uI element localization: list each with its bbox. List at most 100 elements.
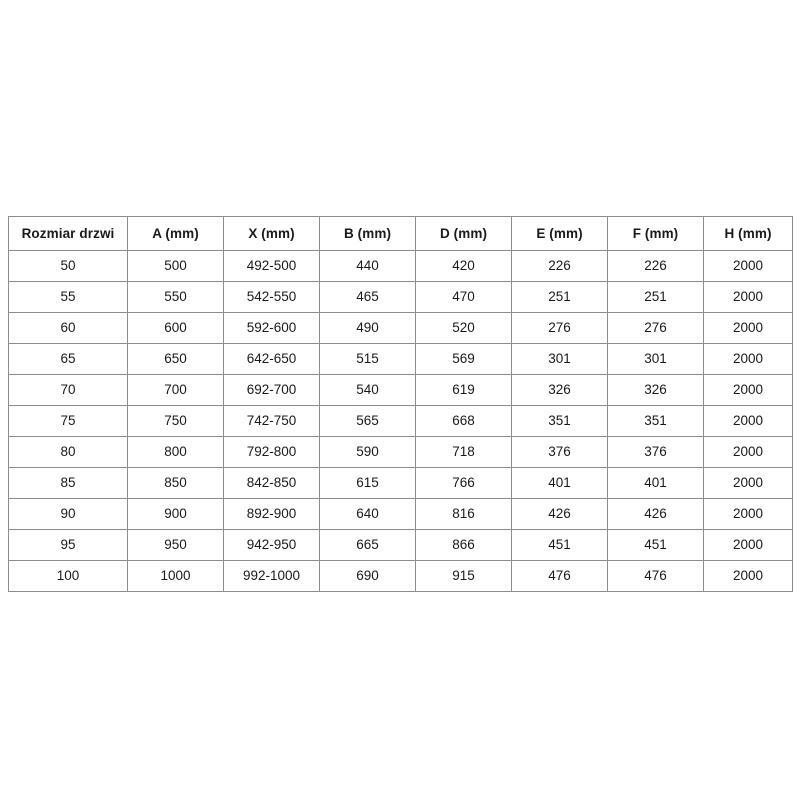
cell-x: 692-700 — [223, 374, 320, 406]
cell-f: 401 — [607, 467, 704, 499]
cell-e: 426 — [511, 498, 608, 530]
cell-f: 376 — [607, 436, 704, 468]
table-row: 60 600 592-600 490 520 276 276 2000 — [8, 312, 793, 344]
table-row: 65 650 642-650 515 569 301 301 2000 — [8, 343, 793, 375]
cell-b: 615 — [319, 467, 416, 499]
cell-e: 326 — [511, 374, 608, 406]
cell-f: 301 — [607, 343, 704, 375]
cell-size: 100 — [8, 560, 128, 592]
cell-b: 515 — [319, 343, 416, 375]
cell-a: 900 — [127, 498, 224, 530]
column-header-h: H (mm) — [703, 216, 793, 251]
cell-a: 600 — [127, 312, 224, 344]
cell-h: 2000 — [703, 529, 793, 561]
cell-size: 55 — [8, 281, 128, 313]
cell-h: 2000 — [703, 560, 793, 592]
cell-a: 800 — [127, 436, 224, 468]
cell-a: 700 — [127, 374, 224, 406]
cell-h: 2000 — [703, 467, 793, 499]
table-row: 70 700 692-700 540 619 326 326 2000 — [8, 374, 793, 406]
cell-b: 540 — [319, 374, 416, 406]
table-row: 85 850 842-850 615 766 401 401 2000 — [8, 467, 793, 499]
cell-b: 690 — [319, 560, 416, 592]
cell-d: 569 — [415, 343, 512, 375]
cell-size: 65 — [8, 343, 128, 375]
cell-a: 850 — [127, 467, 224, 499]
cell-a: 950 — [127, 529, 224, 561]
door-size-spec-table: Rozmiar drzwi A (mm) X (mm) B (mm) D (mm… — [8, 216, 793, 592]
cell-a: 650 — [127, 343, 224, 375]
cell-x: 892-900 — [223, 498, 320, 530]
table-row: 75 750 742-750 565 668 351 351 2000 — [8, 405, 793, 437]
cell-x: 592-600 — [223, 312, 320, 344]
cell-d: 718 — [415, 436, 512, 468]
cell-size: 50 — [8, 250, 128, 282]
cell-a: 1000 — [127, 560, 224, 592]
cell-x: 792-800 — [223, 436, 320, 468]
cell-d: 866 — [415, 529, 512, 561]
cell-h: 2000 — [703, 250, 793, 282]
cell-e: 351 — [511, 405, 608, 437]
cell-d: 668 — [415, 405, 512, 437]
cell-h: 2000 — [703, 312, 793, 344]
cell-f: 276 — [607, 312, 704, 344]
cell-x: 942-950 — [223, 529, 320, 561]
cell-h: 2000 — [703, 374, 793, 406]
cell-e: 376 — [511, 436, 608, 468]
cell-b: 565 — [319, 405, 416, 437]
cell-x: 642-650 — [223, 343, 320, 375]
cell-e: 301 — [511, 343, 608, 375]
cell-d: 816 — [415, 498, 512, 530]
table-body: 50 500 492-500 440 420 226 226 2000 55 5… — [8, 250, 793, 592]
table-row: 80 800 792-800 590 718 376 376 2000 — [8, 436, 793, 468]
cell-x: 542-550 — [223, 281, 320, 313]
cell-f: 476 — [607, 560, 704, 592]
cell-f: 351 — [607, 405, 704, 437]
cell-d: 619 — [415, 374, 512, 406]
table-row: 55 550 542-550 465 470 251 251 2000 — [8, 281, 793, 313]
column-header-a: A (mm) — [127, 216, 224, 251]
cell-d: 766 — [415, 467, 512, 499]
header-row: Rozmiar drzwi A (mm) X (mm) B (mm) D (mm… — [8, 216, 793, 251]
cell-a: 750 — [127, 405, 224, 437]
cell-e: 251 — [511, 281, 608, 313]
column-header-x: X (mm) — [223, 216, 320, 251]
table-row: 50 500 492-500 440 420 226 226 2000 — [8, 250, 793, 282]
cell-b: 490 — [319, 312, 416, 344]
column-header-b: B (mm) — [319, 216, 416, 251]
cell-x: 992-1000 — [223, 560, 320, 592]
cell-e: 401 — [511, 467, 608, 499]
column-header-rozmiar-drzwi: Rozmiar drzwi — [8, 216, 128, 251]
cell-d: 520 — [415, 312, 512, 344]
cell-h: 2000 — [703, 436, 793, 468]
cell-e: 476 — [511, 560, 608, 592]
cell-b: 465 — [319, 281, 416, 313]
cell-f: 451 — [607, 529, 704, 561]
table-row: 100 1000 992-1000 690 915 476 476 2000 — [8, 560, 793, 592]
cell-e: 276 — [511, 312, 608, 344]
cell-d: 915 — [415, 560, 512, 592]
cell-h: 2000 — [703, 281, 793, 313]
spec-table-container: Rozmiar drzwi A (mm) X (mm) B (mm) D (mm… — [8, 216, 793, 592]
cell-b: 440 — [319, 250, 416, 282]
cell-size: 95 — [8, 529, 128, 561]
column-header-e: E (mm) — [511, 216, 608, 251]
cell-h: 2000 — [703, 498, 793, 530]
cell-a: 550 — [127, 281, 224, 313]
cell-size: 85 — [8, 467, 128, 499]
cell-h: 2000 — [703, 343, 793, 375]
cell-size: 90 — [8, 498, 128, 530]
cell-size: 60 — [8, 312, 128, 344]
cell-f: 326 — [607, 374, 704, 406]
column-header-f: F (mm) — [607, 216, 704, 251]
cell-b: 640 — [319, 498, 416, 530]
cell-e: 451 — [511, 529, 608, 561]
cell-x: 842-850 — [223, 467, 320, 499]
table-row: 90 900 892-900 640 816 426 426 2000 — [8, 498, 793, 530]
cell-size: 80 — [8, 436, 128, 468]
cell-size: 75 — [8, 405, 128, 437]
cell-b: 590 — [319, 436, 416, 468]
cell-f: 426 — [607, 498, 704, 530]
cell-size: 70 — [8, 374, 128, 406]
